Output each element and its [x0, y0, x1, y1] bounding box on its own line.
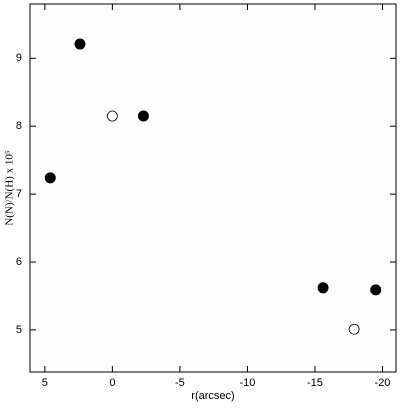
x-tick-label: 0 — [109, 377, 115, 389]
y-axis-label: N(N)/N(H) x 10⁵ — [4, 150, 16, 225]
plot-frame — [29, 3, 397, 373]
point — [370, 284, 382, 296]
point — [106, 110, 118, 122]
point — [348, 323, 360, 335]
y-tick-label: 6 — [16, 256, 22, 268]
point — [137, 110, 149, 122]
x-tick-label: -10 — [239, 377, 255, 389]
point — [44, 172, 56, 184]
y-tick-label: 9 — [16, 52, 22, 64]
x-tick-label: -5 — [175, 377, 185, 389]
point — [317, 282, 329, 294]
y-tick-label: 8 — [16, 120, 22, 132]
x-axis-label: r(arcsec) — [191, 390, 234, 402]
x-tick-label: -15 — [307, 377, 323, 389]
y-tick-label: 7 — [16, 188, 22, 200]
point — [74, 38, 86, 50]
y-tick-label: 5 — [16, 324, 22, 336]
x-tick-label: -20 — [375, 377, 391, 389]
x-tick-label: 5 — [42, 377, 48, 389]
